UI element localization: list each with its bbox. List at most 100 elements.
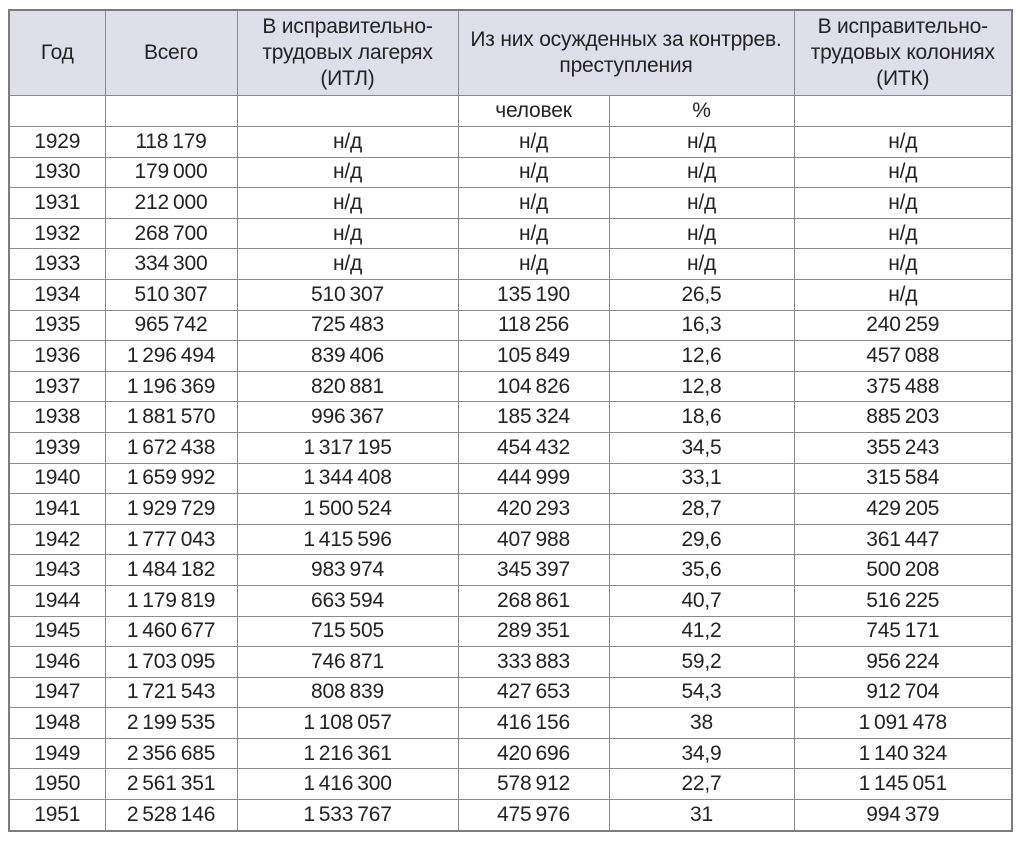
table-row: 1930 179 000 н/д н/д н/д н/д bbox=[8, 156, 1013, 189]
table-cell: 16,3 bbox=[608, 309, 795, 342]
table-cell: 1 672 438 bbox=[104, 431, 238, 464]
table-cell: н/д bbox=[236, 126, 459, 158]
table-cell: 315 584 bbox=[793, 462, 1013, 495]
table-cell: 885 203 bbox=[793, 401, 1013, 433]
table-cell: 1933 bbox=[8, 248, 106, 280]
table-cell: н/д bbox=[793, 156, 1013, 189]
table-row: 1944 1 179 819 663 594 268 861 40,7 516 225 bbox=[8, 584, 1013, 617]
header-total: Всего bbox=[104, 9, 238, 96]
table-cell: 983 974 bbox=[236, 554, 459, 586]
table-row: 1951 2 528 146 1 533 767 475 976 31 994 379 bbox=[8, 799, 1013, 832]
table-cell: 104 826 bbox=[457, 370, 610, 403]
table-cell: 179 000 bbox=[104, 156, 238, 189]
table-row: 1934 510 307 510 307 135 190 26,5 н/д bbox=[8, 278, 1013, 311]
table-row: 1939 1 672 438 1 317 195 454 432 34,5 355 243 bbox=[8, 431, 1013, 464]
table-cell: 745 171 bbox=[793, 615, 1013, 648]
table-cell: 1931 bbox=[8, 187, 106, 219]
table-cell: 510 307 bbox=[104, 278, 238, 311]
table-cell: 1939 bbox=[8, 431, 106, 464]
table-row: 1950 2 561 351 1 416 300 578 912 22,7 1 145 0… bbox=[8, 768, 1013, 801]
table-row: 1937 1 196 369 820 881 104 826 12,8 375 488 bbox=[8, 370, 1013, 403]
table-cell: 1950 bbox=[8, 768, 106, 801]
table-row: 1940 1 659 992 1 344 408 444 999 33,1 315 584 bbox=[8, 462, 1013, 495]
table-cell: 996 367 bbox=[236, 401, 459, 433]
table-row: 1946 1 703 095 746 871 333 883 59,2 956 224 bbox=[8, 646, 1013, 678]
table-cell: 59,2 bbox=[608, 646, 795, 678]
table-cell: 22,7 bbox=[608, 768, 795, 801]
table-cell: 212 000 bbox=[104, 187, 238, 219]
table-row: 1949 2 356 685 1 216 361 420 696 34,9 1 140 3… bbox=[8, 737, 1013, 770]
header-row-main: Год Всего В исправительно-трудовых лагер… bbox=[8, 9, 1013, 96]
table-cell: 725 483 bbox=[236, 309, 459, 342]
subheader-empty-itk bbox=[793, 95, 1013, 127]
table-cell: 1 108 057 bbox=[236, 707, 459, 739]
statistics-table: Год Всего В исправительно-трудовых лагер… bbox=[8, 9, 1013, 832]
table-cell: 1 415 596 bbox=[236, 523, 459, 556]
table-cell: 444 999 bbox=[457, 462, 610, 495]
header-itk: В исправительно-трудовых колониях (ИТК) bbox=[793, 9, 1013, 96]
table-cell: 746 871 bbox=[236, 646, 459, 678]
table-cell: 240 259 bbox=[793, 309, 1013, 342]
table-cell: н/д bbox=[457, 217, 610, 250]
table-row: 1938 1 881 570 996 367 185 324 18,6 885 203 bbox=[8, 401, 1013, 433]
table-cell: 1947 bbox=[8, 676, 106, 709]
table-cell: 578 912 bbox=[457, 768, 610, 801]
table-cell: 1 317 195 bbox=[236, 431, 459, 464]
table-row: 1929 118 179 н/д н/д н/д н/д bbox=[8, 126, 1013, 158]
table-cell: 1 460 677 bbox=[104, 615, 238, 648]
table-cell: н/д bbox=[793, 278, 1013, 311]
header-counterrev-group: Из них осужденных за контррев. преступле… bbox=[457, 9, 795, 96]
table-cell: 1 091 478 bbox=[793, 707, 1013, 739]
table-cell: 1 881 570 bbox=[104, 401, 238, 433]
table-row: 1948 2 199 535 1 108 057 416 156 38 1 091 478 bbox=[8, 707, 1013, 739]
table-cell: 1 703 095 bbox=[104, 646, 238, 678]
table-cell: 355 243 bbox=[793, 431, 1013, 464]
table-cell: 1938 bbox=[8, 401, 106, 433]
table-cell: н/д bbox=[457, 248, 610, 280]
table-cell: 1934 bbox=[8, 278, 106, 311]
table-cell: 1946 bbox=[8, 646, 106, 678]
table-cell: н/д bbox=[793, 187, 1013, 219]
table-cell: н/д bbox=[457, 126, 610, 158]
table-cell: н/д bbox=[608, 248, 795, 280]
table-cell: 1945 bbox=[8, 615, 106, 648]
table-cell: н/д bbox=[793, 126, 1013, 158]
table-cell: 1943 bbox=[8, 554, 106, 586]
table-row: 1931 212 000 н/д н/д н/д н/д bbox=[8, 187, 1013, 219]
table-cell: 500 208 bbox=[793, 554, 1013, 586]
table-cell: 1 216 361 bbox=[236, 737, 459, 770]
table-cell: н/д bbox=[793, 217, 1013, 250]
table-cell: 2 356 685 bbox=[104, 737, 238, 770]
table-cell: 12,6 bbox=[608, 340, 795, 372]
table-row: 1942 1 777 043 1 415 596 407 988 29,6 361 447 bbox=[8, 523, 1013, 556]
table-cell: 18,6 bbox=[608, 401, 795, 433]
table-row: 1947 1 721 543 808 839 427 653 54,3 912 704 bbox=[8, 676, 1013, 709]
table-cell: н/д bbox=[236, 248, 459, 280]
table-cell: 1929 bbox=[8, 126, 106, 158]
subheader-empty-total bbox=[104, 95, 238, 127]
table-cell: 427 653 bbox=[457, 676, 610, 709]
table-cell: н/д bbox=[608, 156, 795, 189]
table-cell: 965 742 bbox=[104, 309, 238, 342]
table-cell: 1930 bbox=[8, 156, 106, 189]
table-cell: 2 561 351 bbox=[104, 768, 238, 801]
table-cell: 429 205 bbox=[793, 493, 1013, 525]
subheader-empty-itl bbox=[236, 95, 459, 127]
table-cell: 34,5 bbox=[608, 431, 795, 464]
table-cell: 420 293 bbox=[457, 493, 610, 525]
table-cell: н/д bbox=[608, 187, 795, 219]
table-cell: 1 140 324 bbox=[793, 737, 1013, 770]
table-row: 1933 334 300 н/д н/д н/д н/д bbox=[8, 248, 1013, 280]
table-cell: 820 881 bbox=[236, 370, 459, 403]
table-row: 1932 268 700 н/д н/д н/д н/д bbox=[8, 217, 1013, 250]
table-cell: 1 533 767 bbox=[236, 799, 459, 832]
table-cell: 475 976 bbox=[457, 799, 610, 832]
table-cell: 118 256 bbox=[457, 309, 610, 342]
table-cell: 2 528 146 bbox=[104, 799, 238, 832]
table-cell: 345 397 bbox=[457, 554, 610, 586]
table-cell: 1 296 494 bbox=[104, 340, 238, 372]
table-cell: 41,2 bbox=[608, 615, 795, 648]
table-cell: 1949 bbox=[8, 737, 106, 770]
table-cell: н/д bbox=[236, 187, 459, 219]
table-cell: 268 700 bbox=[104, 217, 238, 250]
